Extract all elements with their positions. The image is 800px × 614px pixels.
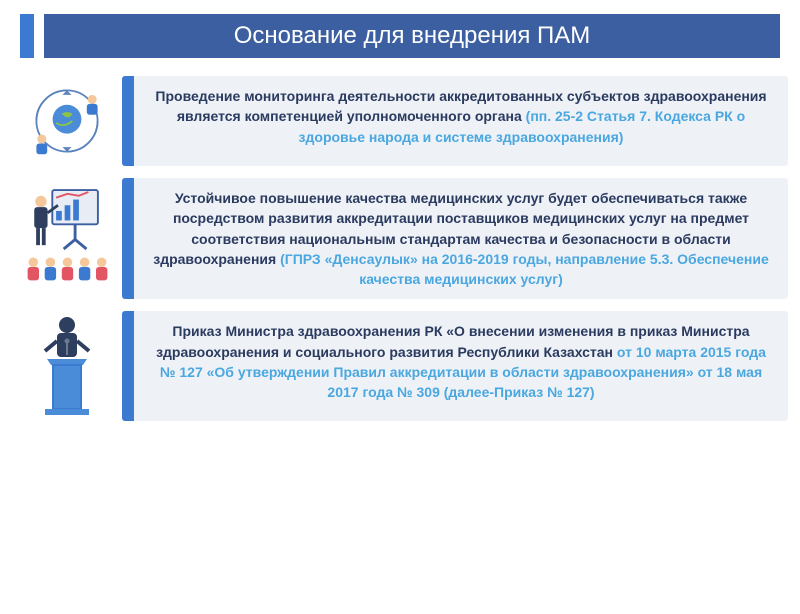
title-bar: Основание для внедрения ПАМ	[20, 14, 780, 58]
speaker-podium-icon	[27, 311, 107, 421]
icon-cell-1	[12, 76, 122, 166]
presentation-audience-icon	[20, 184, 115, 294]
icon-cell-3	[12, 311, 122, 421]
row-3: Приказ Министра здравоохранения РК «О вн…	[12, 311, 788, 421]
row-1: Проведение мониторинга деятельности аккр…	[12, 76, 788, 166]
block-text-2: Устойчивое повышение качества медицински…	[134, 178, 788, 299]
block-text-1: Проведение мониторинга деятельности аккр…	[134, 76, 788, 166]
block-text-3: Приказ Министра здравоохранения РК «О вн…	[134, 311, 788, 421]
row2-light: (ГПРЗ «Денсаулык» на 2016-2019 годы, нап…	[280, 251, 769, 287]
title-accent	[20, 14, 34, 58]
block-accent	[122, 178, 134, 299]
content: Проведение мониторинга деятельности аккр…	[0, 76, 800, 421]
slide-title: Основание для внедрения ПАМ	[44, 14, 780, 58]
block-1: Проведение мониторинга деятельности аккр…	[122, 76, 788, 166]
row-2: Устойчивое повышение качества медицински…	[12, 178, 788, 299]
block-3: Приказ Министра здравоохранения РК «О вн…	[122, 311, 788, 421]
block-accent	[122, 76, 134, 166]
block-accent	[122, 311, 134, 421]
icon-cell-2	[12, 178, 122, 299]
network-people-icon	[22, 76, 112, 166]
block-2: Устойчивое повышение качества медицински…	[122, 178, 788, 299]
